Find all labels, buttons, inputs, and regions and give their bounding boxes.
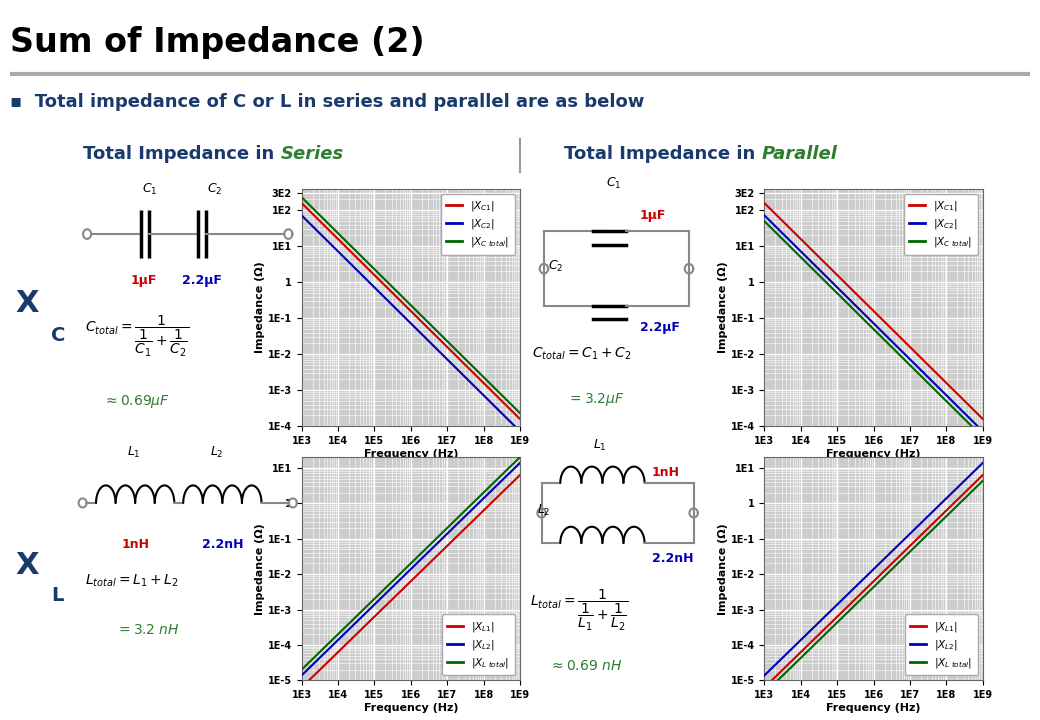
Text: 1nH: 1nH [122,538,149,551]
Text: $\mathbf{X}$: $\mathbf{X}$ [15,289,40,318]
Text: 2.2nH: 2.2nH [651,552,693,564]
Text: $L_1$: $L_1$ [593,438,607,453]
Text: $C_2$: $C_2$ [207,181,223,197]
Text: $C_2$: $C_2$ [548,259,564,274]
Legend: $|X_{C1}|$, $|X_{C2}|$, $|X_{C\ total}|$: $|X_{C1}|$, $|X_{C2}|$, $|X_{C\ total}|$ [904,194,978,255]
Legend: $|X_{L1}|$, $|X_{L2}|$, $|X_{L\ total}|$: $|X_{L1}|$, $|X_{L2}|$, $|X_{L\ total}|$ [905,614,978,675]
Text: Sum of Impedance (2): Sum of Impedance (2) [10,27,425,59]
Text: Parallel: Parallel [761,145,837,163]
Y-axis label: Impedance (Ω): Impedance (Ω) [255,523,265,615]
X-axis label: Frequency (Hz): Frequency (Hz) [364,449,458,459]
Text: $C_1$: $C_1$ [142,181,157,197]
Text: $\mathbf{X}$: $\mathbf{X}$ [15,551,40,580]
Y-axis label: Impedance (Ω): Impedance (Ω) [255,261,265,354]
Y-axis label: Impedance (Ω): Impedance (Ω) [718,523,728,615]
Text: $L_{total} = \dfrac{1}{\dfrac{1}{L_1}+\dfrac{1}{L_2}}$: $L_{total} = \dfrac{1}{\dfrac{1}{L_1}+\d… [530,588,628,633]
Legend: $|X_{C1}|$, $|X_{C2}|$, $|X_{C\ total}|$: $|X_{C1}|$, $|X_{C2}|$, $|X_{C\ total}|$ [441,194,515,255]
Text: $\approx 0.69\mu F$: $\approx 0.69\mu F$ [103,393,170,410]
Text: $= 3.2\mu F$: $= 3.2\mu F$ [568,391,625,408]
Text: $C_{total} = \dfrac{1}{\dfrac{1}{C_1}+\dfrac{1}{C_2}}$: $C_{total} = \dfrac{1}{\dfrac{1}{C_1}+\d… [85,314,189,359]
Text: $C_{total} = C_1 + C_2$: $C_{total} = C_1 + C_2$ [532,346,631,362]
Text: $C_1$: $C_1$ [606,176,622,192]
Text: Series: Series [281,145,344,163]
Text: 1nH: 1nH [651,467,679,480]
Text: $L_2$: $L_2$ [537,503,551,518]
Text: $L_2$: $L_2$ [210,445,224,460]
Text: $L_{total} = L_1 + L_2$: $L_{total} = L_1 + L_2$ [85,573,179,590]
X-axis label: Frequency (Hz): Frequency (Hz) [364,703,458,713]
Text: Total Impedance in: Total Impedance in [564,145,761,163]
Text: $\approx 0.69\ nH$: $\approx 0.69\ nH$ [549,660,622,673]
X-axis label: Frequency (Hz): Frequency (Hz) [827,703,920,713]
X-axis label: Frequency (Hz): Frequency (Hz) [827,449,920,459]
Text: $\mathbf{C}$: $\mathbf{C}$ [50,326,66,345]
Text: 1μF: 1μF [640,209,667,222]
Text: $= 3.2\ nH$: $= 3.2\ nH$ [116,624,180,637]
Y-axis label: Impedance (Ω): Impedance (Ω) [718,261,728,354]
Text: $L_1$: $L_1$ [127,445,140,460]
Legend: $|X_{L1}|$, $|X_{L2}|$, $|X_{L\ total}|$: $|X_{L1}|$, $|X_{L2}|$, $|X_{L\ total}|$ [442,614,515,675]
Text: 1μF: 1μF [131,274,157,287]
Text: Total Impedance in: Total Impedance in [83,145,281,163]
Text: 2.2μF: 2.2μF [182,274,223,287]
Text: 2.2nH: 2.2nH [202,538,243,551]
Text: $\mathbf{L}$: $\mathbf{L}$ [51,586,64,606]
Text: 2.2μF: 2.2μF [640,321,680,334]
Text: ▪  Total impedance of C or L in series and parallel are as below: ▪ Total impedance of C or L in series an… [10,93,645,111]
